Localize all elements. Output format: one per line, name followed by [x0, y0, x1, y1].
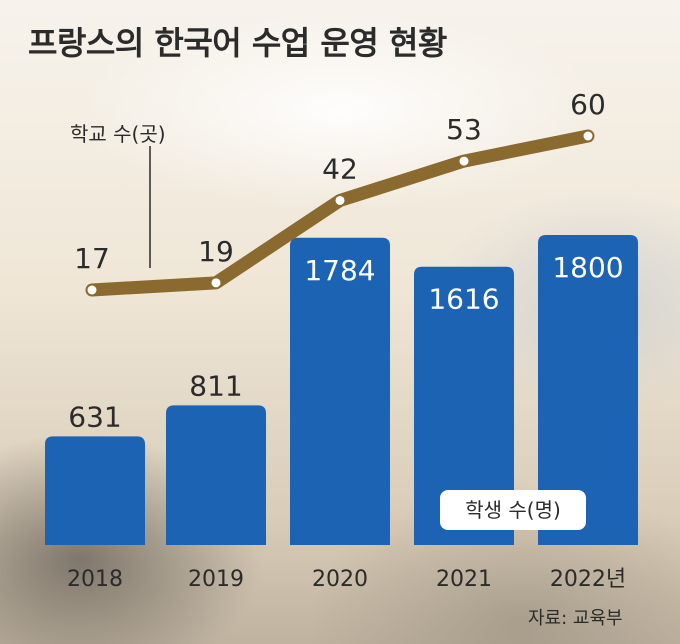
- line-value-label: 42: [322, 152, 358, 185]
- line-point: [459, 156, 469, 166]
- x-tick-label: 2018: [67, 567, 123, 592]
- line-value-label: 19: [198, 235, 234, 268]
- line-value-label: 17: [74, 242, 110, 275]
- bar-2020: [290, 237, 390, 545]
- bar-2019: [166, 405, 266, 545]
- x-tick-label: 2020: [312, 567, 368, 592]
- bar-2022년: [538, 235, 638, 545]
- bar-value-label: 1784: [304, 254, 375, 287]
- line-value-label: 60: [570, 88, 606, 121]
- x-tick-label: 2022년: [550, 567, 626, 592]
- bar-2021: [414, 266, 514, 545]
- bar-2018: [45, 436, 145, 545]
- bar-value-label: 1616: [428, 283, 499, 316]
- line-point: [211, 278, 221, 288]
- source-note: 자료: 교육부: [528, 608, 623, 629]
- series-label-schools: 학교 수(곳): [70, 122, 166, 146]
- line-point: [583, 131, 593, 141]
- line-point: [87, 285, 97, 295]
- x-tick-label: 2019: [188, 567, 244, 592]
- line-value-label: 53: [446, 113, 482, 146]
- bar-value-label: 811: [189, 369, 242, 402]
- chart-title: 프랑스의 한국어 수업 운영 현황: [28, 24, 447, 62]
- line-point: [335, 195, 345, 205]
- bar-value-label: 631: [68, 400, 121, 433]
- x-tick-label: 2021: [436, 567, 492, 592]
- bar-value-label: 1800: [552, 251, 623, 284]
- series-label-students: 학생 수(명): [440, 490, 586, 530]
